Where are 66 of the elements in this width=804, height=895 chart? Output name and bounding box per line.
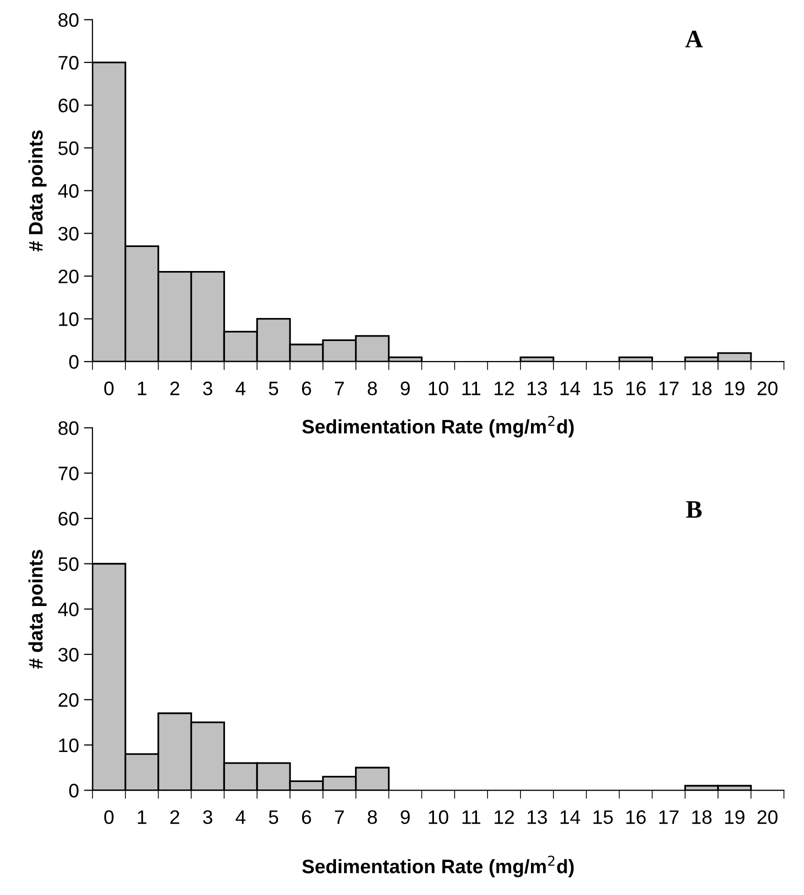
y-tick-label: 60 xyxy=(58,98,79,112)
x-tick-label: 6 xyxy=(302,382,312,396)
x-tick-label: 2 xyxy=(170,382,180,396)
x-tick-label: 3 xyxy=(203,382,212,396)
y-tick-label: 50 xyxy=(58,557,79,571)
x-axis-title: Sedimentation Rate (mg/m$^{2}$d) xyxy=(302,856,574,878)
x-tick-label: 1 xyxy=(138,382,146,396)
annotation: B xyxy=(686,501,702,518)
x-tick-label: 15 xyxy=(593,810,613,824)
y-axis-title: # Data points xyxy=(28,130,47,252)
x-tick-label: 17 xyxy=(659,382,678,396)
x-tick-label: 10 xyxy=(428,810,448,824)
x-tick-label: 18 xyxy=(692,382,712,396)
y-tick-label: 10 xyxy=(59,312,79,326)
y-tick-label: 0 xyxy=(69,355,79,369)
x-tick-label: 16 xyxy=(626,810,646,824)
y-tick-label: 40 xyxy=(58,184,79,198)
x-tick-label: 20 xyxy=(758,382,778,396)
x-tick-label: 9 xyxy=(400,810,410,824)
y-tick-label: 10 xyxy=(59,738,79,752)
x-tick-label: 0 xyxy=(104,810,114,824)
x-tick-label: 16 xyxy=(626,382,646,396)
x-tick-label: 5 xyxy=(268,810,278,824)
y-tick-label: 70 xyxy=(58,466,79,480)
y-tick-label: 20 xyxy=(58,270,79,284)
x-tick-label: 12 xyxy=(494,810,514,824)
x-tick-label: 15 xyxy=(593,382,613,396)
y-tick-label: 80 xyxy=(58,421,79,436)
x-tick-label: 19 xyxy=(725,382,744,396)
x-tick-label: 6 xyxy=(302,810,312,824)
x-tick-label: 2 xyxy=(170,810,180,824)
y-tick-label: 80 xyxy=(58,13,79,27)
x-tick-label: 4 xyxy=(236,810,246,824)
x-tick-label: 7 xyxy=(334,810,344,824)
x-tick-label: 10 xyxy=(428,382,448,396)
x-tick-label: 13 xyxy=(528,810,547,824)
y-tick-label: 30 xyxy=(58,648,79,662)
x-tick-label: 7 xyxy=(334,382,344,396)
x-tick-label: 12 xyxy=(494,382,514,396)
x-tick-label: 8 xyxy=(368,810,377,824)
x-tick-label: 13 xyxy=(528,382,547,396)
x-tick-label: 3 xyxy=(203,810,212,824)
x-tick-label: 11 xyxy=(462,810,480,824)
y-tick-label: 70 xyxy=(58,56,79,70)
y-axis-title: # data points xyxy=(28,550,47,669)
x-tick-label: 4 xyxy=(236,382,246,396)
x-tick-label: 14 xyxy=(560,382,580,396)
x-tick-label: 8 xyxy=(368,382,377,396)
y-tick-label: 0 xyxy=(69,784,79,798)
x-tick-label: 17 xyxy=(659,810,678,824)
x-tick-label: 20 xyxy=(758,810,778,824)
y-tick-label: 30 xyxy=(58,226,79,241)
x-axis-title: Sedimentation Rate (mg/m$^{2}$d) xyxy=(302,416,574,438)
y-tick-label: 50 xyxy=(58,141,79,156)
y-tick-label: 60 xyxy=(58,512,79,526)
x-tick-label: 9 xyxy=(400,382,410,396)
x-tick-label: 1 xyxy=(138,810,146,824)
x-tick-label: 18 xyxy=(692,810,712,824)
x-tick-label: 5 xyxy=(268,382,278,396)
x-tick-label: 11 xyxy=(462,382,480,396)
x-tick-label: 0 xyxy=(104,382,114,396)
y-tick-label: 40 xyxy=(58,602,79,616)
y-tick-label: 20 xyxy=(58,693,79,707)
x-tick-label: 19 xyxy=(725,810,744,824)
x-tick-label: 14 xyxy=(560,810,580,824)
annotation: A xyxy=(685,30,703,48)
